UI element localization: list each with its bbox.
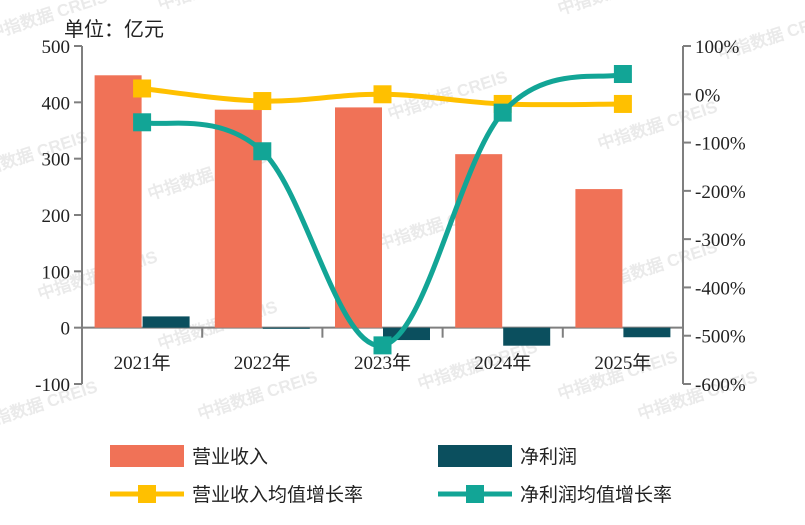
left-tick-label: 100 bbox=[42, 262, 71, 283]
left-tick-label: 400 bbox=[42, 93, 71, 114]
profit-growth-marker bbox=[253, 142, 272, 161]
right-tick-label: -500% bbox=[695, 327, 746, 348]
profit-bar bbox=[262, 327, 310, 329]
tick-labels: -100 0 100 200 300 400 500 -600% -500% -400% -300%… bbox=[35, 37, 746, 396]
revenue-growth-marker bbox=[373, 85, 392, 104]
legend-label: 营业收入 bbox=[192, 446, 268, 468]
revenue-growth-marker bbox=[613, 94, 632, 113]
legend-swatch bbox=[438, 445, 512, 467]
legend-marker-swatch bbox=[466, 485, 484, 503]
profit-bar bbox=[503, 327, 551, 346]
profit-growth-marker bbox=[133, 113, 152, 132]
legend-swatch bbox=[110, 445, 184, 467]
left-tick-label: 300 bbox=[42, 150, 71, 171]
watermark-text: 中指数据 CREIS bbox=[555, 0, 680, 19]
left-tick-label: 0 bbox=[61, 319, 71, 340]
left-tick-label: -100 bbox=[35, 375, 70, 396]
profit-growth-marker bbox=[613, 65, 632, 84]
watermark-text: 中指数据 CREIS bbox=[195, 366, 320, 424]
revenue-growth-marker bbox=[253, 92, 272, 111]
left-tick-label: 200 bbox=[42, 206, 71, 227]
right-tick-label: -600% bbox=[695, 375, 746, 396]
x-tick-label: 2022年 bbox=[234, 352, 291, 374]
x-tick-label: 2021年 bbox=[114, 352, 171, 374]
unit-label: 单位：亿元 bbox=[64, 17, 164, 41]
x-tick-label: 2025年 bbox=[594, 352, 651, 374]
watermark-text: 中指数据 CREIS bbox=[155, 0, 280, 14]
right-tick-label: 100% bbox=[695, 37, 740, 58]
legend-item: 净利润 bbox=[438, 445, 577, 468]
right-tick-label: -100% bbox=[695, 134, 746, 155]
right-tick-label: 0% bbox=[695, 85, 721, 106]
revenue-growth-marker bbox=[133, 79, 152, 98]
revenue-bar bbox=[335, 107, 382, 328]
legend-item: 营业收入 bbox=[110, 445, 268, 468]
profit-bar bbox=[623, 327, 671, 338]
left-tick-label: 500 bbox=[42, 37, 71, 58]
revenue-bar bbox=[94, 75, 142, 328]
x-tick-label: 2024年 bbox=[474, 352, 531, 374]
profit-bar bbox=[142, 316, 190, 328]
right-tick-label: -400% bbox=[695, 278, 746, 299]
right-tick-label: -200% bbox=[695, 182, 746, 203]
legend-label: 净利润均值增长率 bbox=[520, 484, 672, 506]
right-tick-label: -300% bbox=[695, 230, 746, 251]
legend-label: 净利润 bbox=[520, 446, 577, 468]
legend-item: 净利润均值增长率 bbox=[438, 484, 672, 506]
legend-label: 营业收入均值增长率 bbox=[192, 484, 363, 506]
profit-growth-marker bbox=[373, 336, 392, 355]
profit-growth-marker bbox=[493, 103, 512, 122]
legend-item: 营业收入均值增长率 bbox=[110, 484, 363, 506]
legend-marker-swatch bbox=[138, 485, 156, 503]
lines bbox=[133, 65, 632, 355]
revenue-bar bbox=[455, 154, 503, 328]
profit-growth-line bbox=[139, 71, 626, 348]
revenue-bar bbox=[575, 189, 623, 328]
bars bbox=[94, 75, 671, 346]
x-tick-label: 2023年 bbox=[354, 352, 411, 374]
